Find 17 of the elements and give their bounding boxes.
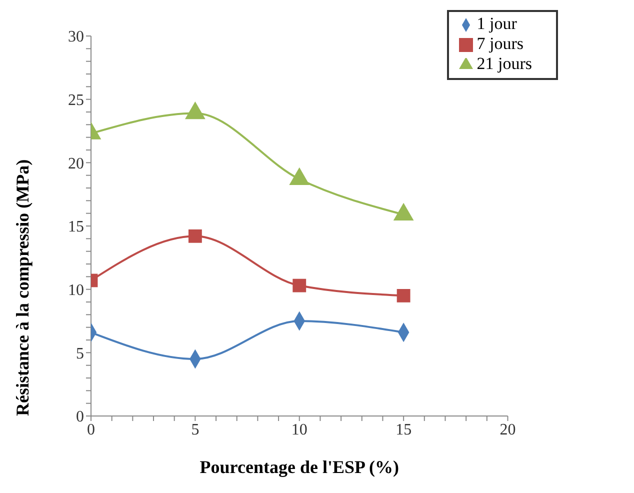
y-tick-label: 5 bbox=[76, 345, 84, 362]
y-tick-label: 25 bbox=[68, 92, 84, 110]
y-tick-label: 0 bbox=[76, 408, 84, 426]
y-axis-title: Résistance à la compressio (MPa) bbox=[12, 159, 32, 416]
x-tick-label: 10 bbox=[291, 421, 308, 438]
y-tick-label: 30 bbox=[68, 28, 84, 46]
x-axis-title: Pourcentage de l'ESP (%) bbox=[200, 457, 399, 477]
x-tick-label: 20 bbox=[500, 421, 516, 438]
x-tick-label: 0 bbox=[87, 421, 95, 438]
legend-label: 1 jour bbox=[476, 14, 517, 33]
x-tick-label: 15 bbox=[396, 421, 412, 438]
legend-label: 21 jours bbox=[476, 54, 532, 73]
x-tick-label: 5 bbox=[191, 421, 200, 438]
y-tick-label: 20 bbox=[68, 155, 84, 172]
legend-label: 7 jours bbox=[476, 34, 524, 53]
y-tick-label: 10 bbox=[68, 282, 84, 300]
y-tick-label: 15 bbox=[68, 218, 84, 236]
